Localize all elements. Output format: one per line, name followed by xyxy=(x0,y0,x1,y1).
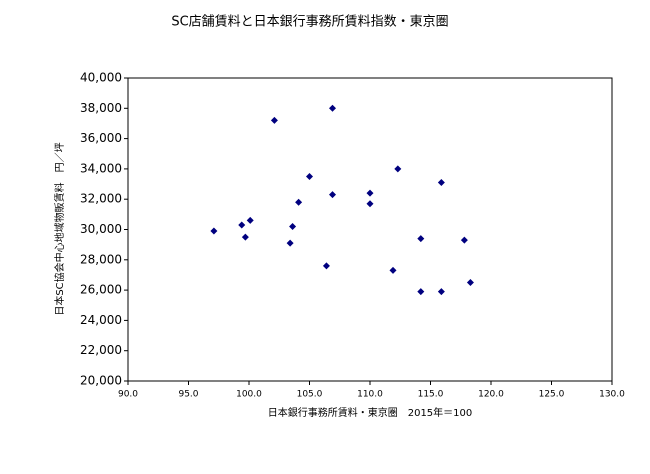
y-tick-label: 28,000 xyxy=(80,252,122,266)
y-tick-label: 22,000 xyxy=(80,343,122,357)
point xyxy=(295,198,303,206)
chart-title: SC店舗賃料と日本銀行事務所賃料指数・東京圏 xyxy=(171,14,448,30)
point xyxy=(437,288,445,296)
point xyxy=(460,236,468,244)
point xyxy=(466,279,474,287)
point xyxy=(270,116,278,124)
x-tick-label: 95.0 xyxy=(178,390,198,400)
y-tick-label: 36,000 xyxy=(80,131,122,145)
x-tick-label: 125.0 xyxy=(539,390,565,400)
y-axis-label: 日本SC協会中心地域物販賃料 円／坪 xyxy=(53,142,66,315)
point xyxy=(328,104,336,112)
point xyxy=(246,216,254,224)
point xyxy=(366,189,374,197)
y-tick-label: 32,000 xyxy=(80,192,122,206)
x-tick-label: 105.0 xyxy=(297,390,323,400)
point xyxy=(417,288,425,296)
x-tick-label: 130.0 xyxy=(599,390,625,400)
point xyxy=(238,221,246,229)
point xyxy=(366,200,374,208)
y-tick-label: 40,000 xyxy=(80,71,122,85)
plot-border xyxy=(127,77,613,382)
y-tick-label: 26,000 xyxy=(80,283,122,297)
point xyxy=(286,239,294,247)
point xyxy=(417,235,425,243)
point xyxy=(289,222,297,230)
point xyxy=(394,165,402,173)
x-tick-label: 110.0 xyxy=(357,390,383,400)
x-axis-label: 日本銀行事務所賃料・東京圏 2015年＝100 xyxy=(268,406,473,419)
y-tick-label: 38,000 xyxy=(80,101,122,115)
y-tick-label: 30,000 xyxy=(80,222,122,236)
point xyxy=(328,191,336,199)
point xyxy=(210,227,218,235)
point xyxy=(241,233,249,241)
point xyxy=(437,179,445,187)
x-tick-label: 100.0 xyxy=(236,390,262,400)
x-tick-label: 90.0 xyxy=(118,390,138,400)
y-tick-label: 20,000 xyxy=(80,374,122,388)
y-tick-label: 24,000 xyxy=(80,313,122,327)
x-tick-label: 115.0 xyxy=(418,390,444,400)
point xyxy=(322,262,330,270)
point xyxy=(306,172,313,180)
y-tick-label: 34,000 xyxy=(80,161,122,175)
x-tick-label: 120.0 xyxy=(478,390,504,400)
point xyxy=(389,266,397,274)
